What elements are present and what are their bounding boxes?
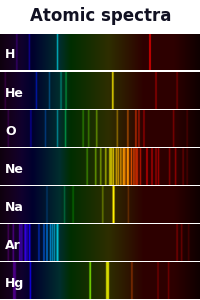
Text: Na: Na (5, 201, 24, 214)
Text: H: H (5, 49, 15, 62)
Text: O: O (5, 124, 16, 138)
Text: Atomic spectra: Atomic spectra (30, 7, 170, 25)
Text: Hg: Hg (5, 277, 24, 290)
Text: Ar: Ar (5, 239, 21, 252)
Text: Ne: Ne (5, 163, 24, 176)
Text: He: He (5, 86, 24, 100)
